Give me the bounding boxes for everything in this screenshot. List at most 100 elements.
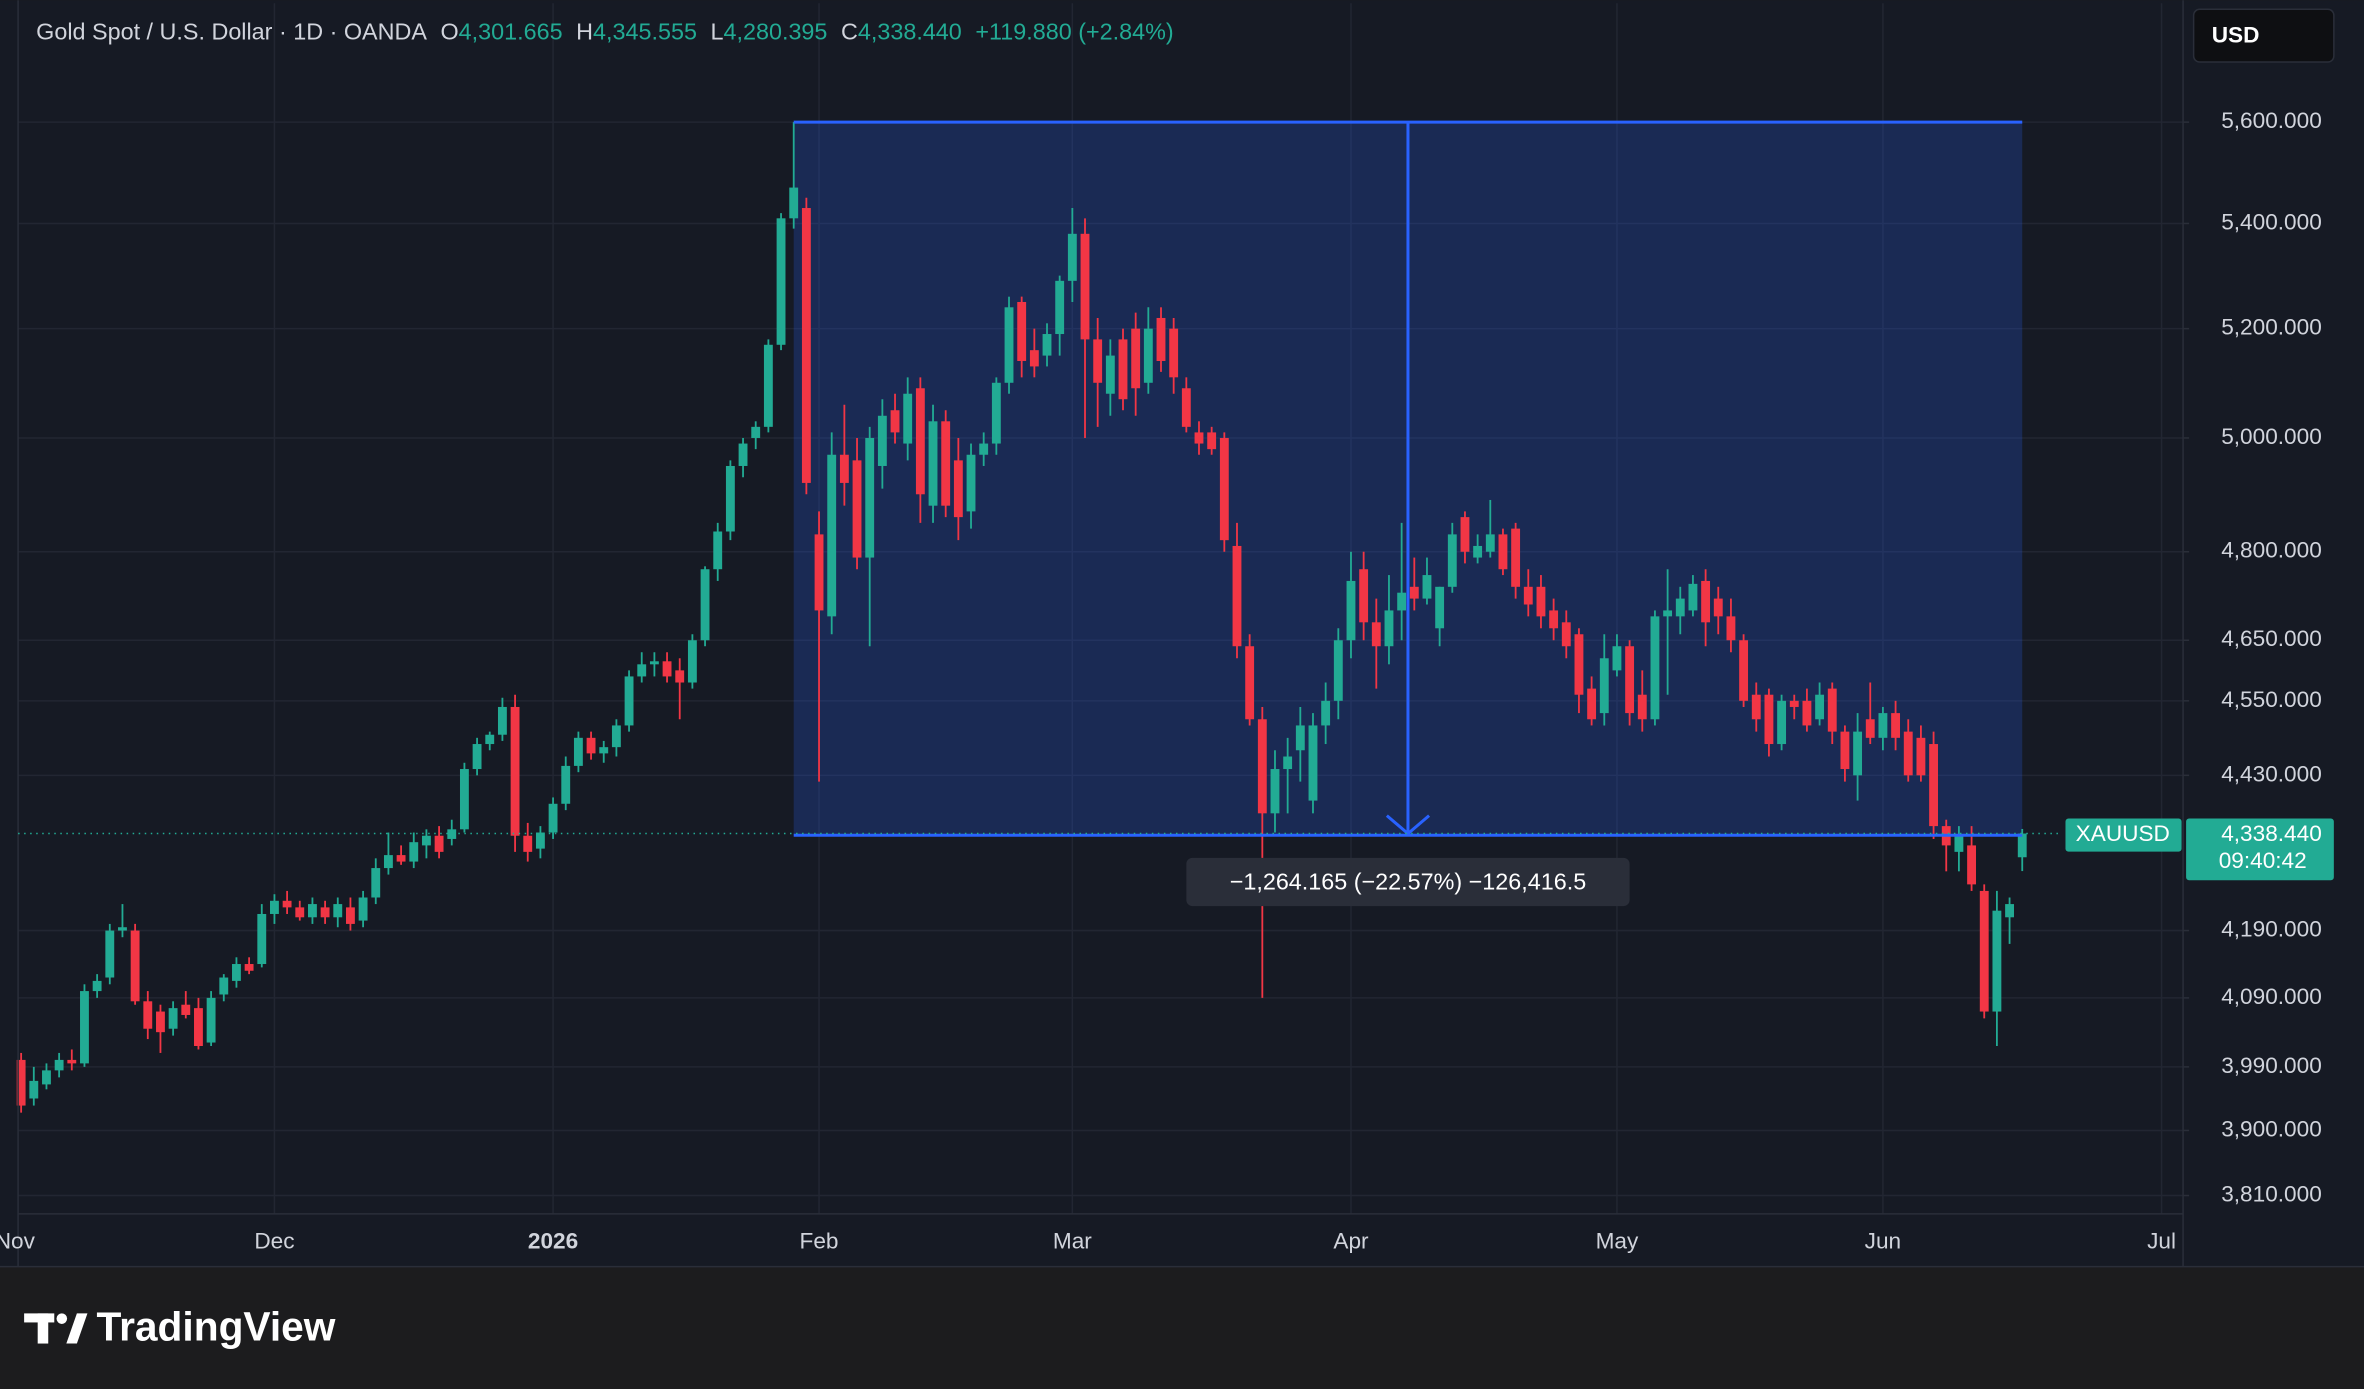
candle-body xyxy=(1891,713,1901,738)
logo-slash xyxy=(66,1313,88,1344)
candle-body xyxy=(953,460,963,518)
y-tick-label: 4,800.000 xyxy=(2221,538,2322,563)
candle-body xyxy=(903,393,913,444)
candle-body xyxy=(1751,694,1761,720)
candle-body xyxy=(649,661,659,665)
y-tick-label: 4,090.000 xyxy=(2221,984,2322,1009)
candle-body xyxy=(1359,569,1369,623)
candle-body xyxy=(1992,910,2002,1012)
plot: −1,264.165 (−22.57%) −126,416.5 xyxy=(16,3,2184,1214)
symbol-header: Gold Spot / U.S. Dollar · 1D · OANDA O4,3… xyxy=(36,19,1173,45)
measure-arrowhead xyxy=(1385,814,1431,836)
candle-body xyxy=(1118,339,1128,400)
candle-body xyxy=(700,569,710,641)
brand-name: TradingView xyxy=(96,1304,335,1350)
measure-label: −1,264.165 (−22.57%) −126,416.5 xyxy=(1230,869,1587,895)
candle-body xyxy=(827,454,837,617)
candle-body xyxy=(763,344,773,427)
currency-button[interactable] xyxy=(2192,8,2335,63)
candle-body xyxy=(42,1070,51,1085)
candle-body xyxy=(561,765,571,804)
candle-body xyxy=(1029,350,1039,367)
candle-body xyxy=(434,835,444,852)
candle-body xyxy=(510,706,520,836)
candle-body xyxy=(1967,845,1977,885)
candle-body xyxy=(877,415,887,466)
candle-body xyxy=(1815,694,1825,720)
y-tick-label: 5,400.000 xyxy=(2221,209,2322,234)
candle-body xyxy=(523,835,533,852)
candle-body xyxy=(1384,610,1394,647)
candle-body xyxy=(447,829,457,839)
candle-body xyxy=(16,1059,26,1106)
candle-body xyxy=(1713,598,1723,617)
brand-logo xyxy=(24,1313,88,1344)
candle-body xyxy=(586,737,596,754)
candle-body xyxy=(1105,355,1115,394)
x-tick-label: Mar xyxy=(1053,1229,1092,1254)
candle-body xyxy=(1777,700,1787,745)
low-label: L xyxy=(711,19,724,45)
countdown-label: 09:40:42 xyxy=(2219,848,2307,873)
symbol: Gold Spot / U.S. Dollar · 1D · OANDA xyxy=(36,19,427,45)
candle-body xyxy=(409,842,419,862)
candle-body xyxy=(1726,616,1736,641)
candle-body xyxy=(776,218,786,345)
high-value: 4,345.555 xyxy=(593,19,697,45)
candle-body xyxy=(383,855,393,869)
x-tick-label: Apr xyxy=(1333,1229,1369,1254)
candle-body xyxy=(1156,317,1166,362)
candle-body xyxy=(29,1080,39,1099)
candle-body xyxy=(1764,694,1774,745)
candle-body xyxy=(1219,437,1229,541)
candle-body xyxy=(839,454,849,483)
candle-body xyxy=(67,1059,77,1064)
y-tick-label: 5,000.000 xyxy=(2221,424,2322,449)
candle-body xyxy=(92,980,102,992)
candle-body xyxy=(1409,586,1419,599)
candle-body xyxy=(1207,432,1217,450)
candle-body xyxy=(1017,301,1027,362)
candle-body xyxy=(396,855,406,862)
candle-body xyxy=(270,900,279,914)
x-tick-label: May xyxy=(1596,1229,1639,1254)
candle-body xyxy=(1954,835,1964,852)
candle-body xyxy=(1435,586,1445,629)
candle-body xyxy=(1447,534,1457,587)
candle-body xyxy=(1802,700,1812,726)
candle-body xyxy=(1093,339,1103,383)
y-tick-label: 3,900.000 xyxy=(2221,1116,2322,1141)
x-tick-label: Jun xyxy=(1865,1229,1901,1254)
candle-body xyxy=(143,1001,153,1029)
candle-body xyxy=(257,913,267,965)
candle-body xyxy=(130,930,140,1002)
candle-body xyxy=(1853,731,1863,776)
candle-body xyxy=(206,997,216,1043)
candle-body xyxy=(497,706,507,735)
candle-body xyxy=(1042,334,1052,356)
y-tick-label: 4,650.000 xyxy=(2221,626,2322,651)
candle-body xyxy=(1688,583,1698,611)
change-value: +119.880 (+2.84%) xyxy=(975,19,1173,45)
candle-body xyxy=(1587,688,1597,720)
candle-body xyxy=(662,661,672,677)
candle-body xyxy=(1701,580,1711,623)
candle-body xyxy=(1181,388,1191,427)
x-tick-label: Dec xyxy=(254,1229,294,1254)
close-label: C xyxy=(841,19,858,45)
candle-body xyxy=(118,927,127,931)
candle-body xyxy=(54,1059,64,1071)
y-tick-label: 4,190.000 xyxy=(2221,917,2322,942)
candle-body xyxy=(1371,622,1381,647)
y-tick-label: 3,990.000 xyxy=(2221,1053,2322,1078)
candle-body xyxy=(535,832,545,849)
candle-body xyxy=(1878,713,1888,738)
candle-body xyxy=(991,382,1001,444)
open-value: 4,301.665 xyxy=(459,19,563,45)
candle-body xyxy=(1536,586,1546,617)
y-tick-label: 4,430.000 xyxy=(2221,761,2322,786)
y-tick-label: 3,810.000 xyxy=(2221,1182,2322,1207)
candle-body xyxy=(1295,725,1305,751)
candle-body xyxy=(675,670,685,683)
